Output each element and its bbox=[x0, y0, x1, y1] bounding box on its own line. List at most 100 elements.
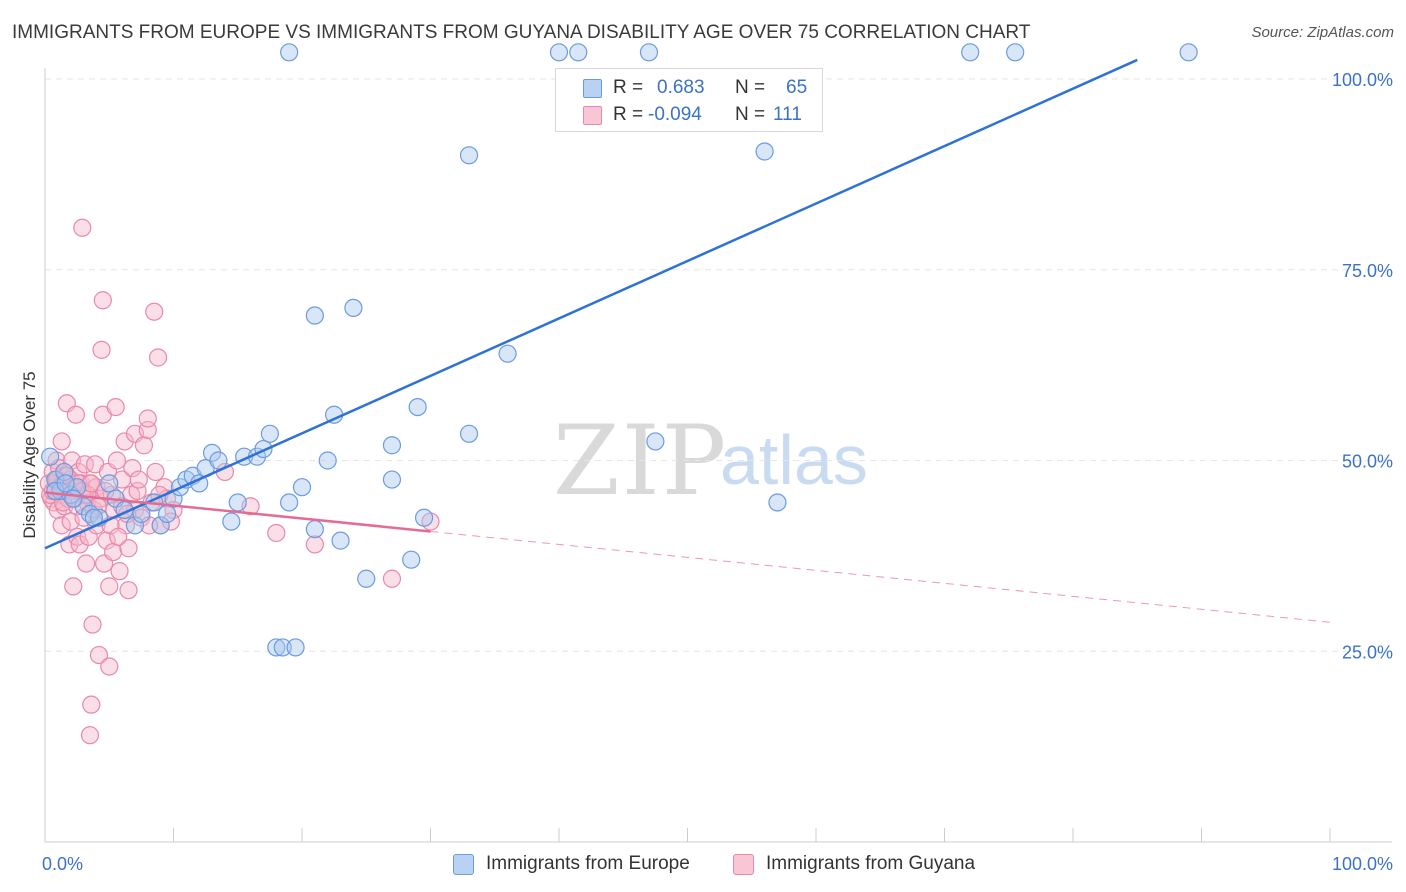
guyana-point bbox=[382, 569, 402, 588]
chart-title: IMMIGRANTS FROM EUROPE VS IMMIGRANTS FRO… bbox=[12, 22, 1031, 43]
source-label: Source: ZipAtlas.com bbox=[1251, 24, 1394, 41]
guyana-points bbox=[39, 218, 440, 745]
guyana-point bbox=[92, 340, 111, 359]
grid-lines bbox=[45, 78, 1392, 652]
guyana-point bbox=[93, 291, 112, 310]
guyana-point bbox=[129, 470, 148, 489]
guyana-swatch bbox=[583, 106, 602, 125]
europe-swatch bbox=[453, 854, 474, 875]
europe-point bbox=[64, 489, 83, 508]
europe-point bbox=[280, 43, 299, 62]
europe-point bbox=[402, 550, 421, 569]
y-tick-label: 100.0% bbox=[1332, 70, 1393, 90]
europe-point bbox=[286, 638, 305, 657]
y-tick-label: 50.0% bbox=[1342, 452, 1393, 472]
europe-point bbox=[273, 638, 292, 657]
europe-point bbox=[755, 142, 774, 161]
guyana-point bbox=[64, 577, 83, 596]
europe-point bbox=[209, 451, 228, 470]
europe-point bbox=[202, 443, 222, 462]
n-value: 111 bbox=[773, 104, 802, 125]
legend-row-guyana: R = -0.094 N = 111 bbox=[556, 102, 822, 128]
guyana-point bbox=[107, 451, 127, 470]
guyana-point bbox=[145, 302, 164, 321]
guyana-point bbox=[100, 657, 119, 676]
europe-point bbox=[41, 447, 60, 466]
guyana-point bbox=[148, 348, 168, 367]
europe-point bbox=[56, 474, 75, 493]
guyana-point bbox=[115, 432, 134, 451]
r-label: R = bbox=[613, 104, 644, 125]
guyana-point bbox=[73, 218, 92, 237]
guyana-point bbox=[104, 542, 123, 562]
guyana-point bbox=[138, 409, 157, 428]
europe-point bbox=[549, 43, 569, 62]
guyana-point bbox=[305, 535, 324, 554]
guyana-point bbox=[100, 577, 119, 596]
guyana-point bbox=[146, 462, 165, 482]
n-label: N = bbox=[735, 77, 766, 98]
europe-point bbox=[1006, 43, 1025, 62]
guyana-point bbox=[119, 539, 138, 558]
europe-trend-line bbox=[44, 58, 1138, 550]
x-tick-label: 100.0% bbox=[1332, 854, 1393, 874]
guyana-trend-extension bbox=[430, 530, 1331, 623]
europe-swatch bbox=[583, 79, 602, 98]
tick-labels: 25.0% 50.0% 75.0% 100.0% 0.0% 100.0% bbox=[42, 70, 1393, 874]
guyana-point bbox=[89, 645, 109, 665]
europe-point bbox=[157, 504, 177, 524]
europe-point bbox=[569, 43, 588, 62]
legend-europe-label: Immigrants from Europe bbox=[486, 853, 690, 874]
trend-lines bbox=[44, 58, 1331, 623]
guyana-point bbox=[106, 397, 125, 417]
europe-point bbox=[1179, 43, 1198, 62]
guyana-point bbox=[80, 726, 100, 745]
europe-point bbox=[318, 451, 337, 470]
europe-point bbox=[498, 344, 517, 363]
europe-point bbox=[459, 146, 479, 165]
n-value: 65 bbox=[786, 77, 808, 98]
x-tick-label: 0.0% bbox=[42, 854, 83, 874]
guyana-trend-line bbox=[44, 491, 431, 533]
guyana-point bbox=[97, 531, 116, 550]
europe-point bbox=[382, 470, 402, 489]
europe-point bbox=[260, 424, 279, 443]
guyana-point bbox=[123, 459, 142, 478]
europe-point bbox=[100, 474, 119, 493]
y-tick-label: 25.0% bbox=[1342, 642, 1393, 662]
europe-point bbox=[228, 493, 247, 512]
europe-point bbox=[357, 569, 376, 588]
n-label: N = bbox=[735, 104, 766, 125]
guyana-point bbox=[52, 432, 71, 451]
guyana-swatch bbox=[733, 854, 754, 875]
europe-point bbox=[646, 432, 665, 451]
europe-point bbox=[74, 497, 93, 516]
europe-point bbox=[344, 298, 363, 317]
europe-point bbox=[305, 306, 324, 325]
r-value: -0.094 bbox=[648, 104, 702, 125]
guyana-point bbox=[82, 695, 101, 714]
europe-point bbox=[125, 516, 145, 535]
guyana-point bbox=[82, 474, 101, 493]
europe-point bbox=[459, 424, 479, 443]
y-tick-label: 75.0% bbox=[1342, 261, 1393, 281]
guyana-point bbox=[134, 436, 154, 455]
guyana-point bbox=[52, 516, 71, 535]
axes bbox=[44, 68, 1392, 843]
guyana-point bbox=[267, 523, 286, 543]
europe-point bbox=[639, 43, 659, 62]
europe-point bbox=[267, 638, 286, 657]
guyana-point bbox=[132, 508, 151, 527]
guyana-point bbox=[110, 562, 129, 581]
europe-point bbox=[222, 512, 241, 531]
guyana-point bbox=[109, 527, 128, 546]
guyana-point bbox=[77, 554, 96, 573]
europe-point bbox=[414, 508, 434, 527]
r-label: R = bbox=[613, 77, 644, 98]
guyana-point bbox=[66, 405, 85, 424]
europe-point bbox=[151, 516, 170, 535]
europe-point bbox=[280, 493, 299, 512]
guyana-point bbox=[119, 581, 138, 600]
guyana-point bbox=[75, 455, 94, 474]
